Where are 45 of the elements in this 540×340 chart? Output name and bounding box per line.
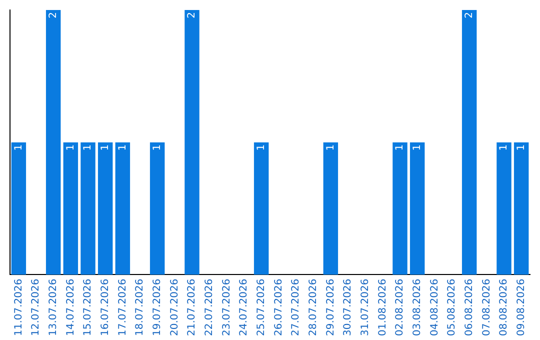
data-label: 1 — [412, 144, 423, 151]
x-tick-label: 28.07.2026 — [308, 278, 319, 336]
x-tick-label: 09.08.2026 — [516, 278, 527, 336]
x-tick-label: 22.07.2026 — [204, 278, 215, 336]
data-label: 1 — [82, 144, 94, 151]
x-tick-label: 27.07.2026 — [290, 278, 302, 336]
x-tick-label: 04.08.2026 — [429, 278, 440, 336]
x-tick-label: 01.08.2026 — [377, 278, 388, 336]
x-tick-label: 02.08.2026 — [394, 278, 406, 336]
data-label: 1 — [256, 144, 267, 151]
x-tick-label: 18.07.2026 — [134, 278, 146, 336]
data-label: 1 — [394, 144, 406, 151]
data-label: 1 — [117, 144, 128, 151]
x-tick-label: 08.08.2026 — [498, 278, 510, 336]
data-label: 2 — [186, 12, 198, 18]
x-tick-label: 17.07.2026 — [117, 278, 128, 336]
x-tick-label: 14.07.2026 — [65, 278, 76, 336]
data-label: 1 — [13, 144, 24, 151]
data-label: 1 — [498, 144, 510, 151]
x-tick-label: 21.07.2026 — [186, 278, 198, 336]
x-tick-label: 23.07.2026 — [221, 278, 232, 336]
data-label: 1 — [325, 144, 336, 151]
x-tick-label: 30.07.2026 — [342, 278, 354, 336]
data-label: 2 — [48, 12, 59, 18]
x-tick-label: 25.07.2026 — [256, 278, 267, 336]
x-tick-label: 31.07.2026 — [360, 278, 371, 336]
x-tick-label: 05.08.2026 — [446, 278, 458, 336]
x-tick-label: 06.08.2026 — [464, 278, 475, 336]
x-tick-label: 19.07.2026 — [152, 278, 163, 336]
x-tick-label: 13.07.2026 — [48, 278, 59, 336]
data-label: 1 — [100, 144, 111, 151]
data-label: 1 — [152, 144, 163, 151]
x-tick-label: 20.07.2026 — [169, 278, 180, 336]
x-tick-label: 03.08.2026 — [412, 278, 423, 336]
x-tick-label: 16.07.2026 — [100, 278, 111, 336]
data-label: 2 — [464, 12, 475, 18]
data-label: 1 — [516, 144, 527, 151]
data-label: 1 — [65, 144, 76, 151]
x-tick-label: 26.07.2026 — [273, 278, 284, 336]
x-tick-label: 07.08.2026 — [481, 278, 492, 336]
x-tick-label: 24.07.2026 — [238, 278, 250, 336]
x-tick-label: 29.07.2026 — [325, 278, 336, 336]
x-tick-label: 11.07.2026 — [13, 278, 24, 336]
x-tick-label: 15.07.2026 — [82, 278, 94, 336]
x-tick-label: 12.07.2026 — [30, 278, 42, 336]
